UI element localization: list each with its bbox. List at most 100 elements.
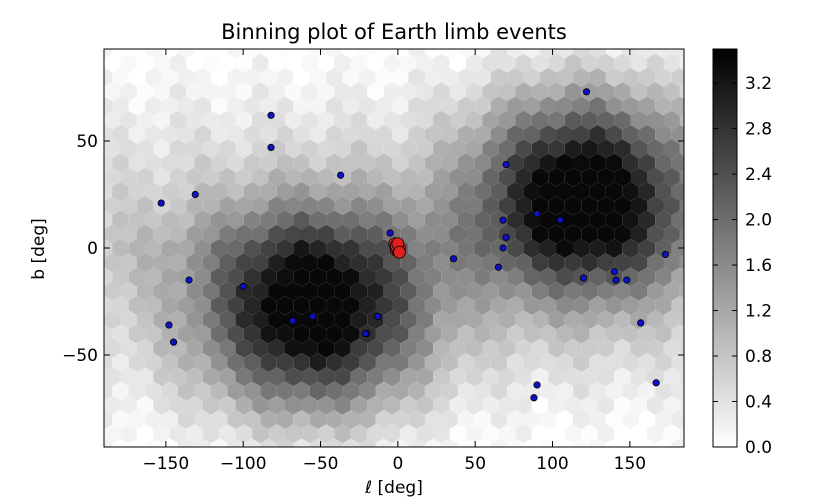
hexbin-cell xyxy=(490,125,508,144)
x-tick-label: −150 xyxy=(143,454,190,474)
hexbin-cell xyxy=(622,49,639,59)
hexbin-cell xyxy=(79,268,96,287)
hexbin-cell xyxy=(342,324,359,344)
hexbin-cell xyxy=(688,97,705,116)
hexbin-cell xyxy=(235,253,253,273)
hexbin-cell xyxy=(433,53,450,73)
hexbin-cell xyxy=(416,53,434,73)
hexbin-cell xyxy=(498,310,516,330)
hexbin-cell xyxy=(104,196,121,216)
hexbin-cell xyxy=(285,139,302,159)
hexbin-cell xyxy=(540,267,557,287)
plot-area xyxy=(79,48,705,472)
hexbin-cell xyxy=(120,82,137,102)
hexbin-cell xyxy=(260,68,277,87)
hexbin-cell xyxy=(581,424,598,444)
hexbin-cell xyxy=(211,438,228,447)
hexbin-cell xyxy=(630,253,647,273)
hexbin-cell xyxy=(104,281,121,301)
hexbin-cell xyxy=(79,410,96,429)
hexbin-cell xyxy=(112,49,129,59)
hexbin-cell xyxy=(589,239,606,258)
x-tick-label: 50 xyxy=(464,454,486,474)
hexbin-cell xyxy=(309,49,327,59)
hexbin-cell xyxy=(145,68,162,87)
hexbin-cell xyxy=(622,438,639,447)
hexbin-cell xyxy=(581,395,598,415)
hexbin-cell xyxy=(128,353,146,372)
hexbin-cell xyxy=(326,324,343,344)
hexbin-cell xyxy=(597,310,615,330)
hexbin-cell xyxy=(178,153,195,173)
scatter-point xyxy=(502,233,510,241)
x-axis-label: ℓ [deg] xyxy=(364,478,423,498)
hexbin-cell xyxy=(647,82,664,102)
hexbin-cell xyxy=(104,296,113,315)
hexbin-cell xyxy=(392,68,409,87)
hexbin-cell xyxy=(186,338,203,358)
hexbin-cell xyxy=(104,453,121,472)
hexbin-cell xyxy=(589,182,606,201)
hexbin-cell xyxy=(655,153,672,173)
hexbin-cell xyxy=(243,182,261,201)
hexbin-cell xyxy=(227,239,244,258)
hexbin-cell xyxy=(153,338,170,358)
hexbin-cell xyxy=(169,367,187,387)
hexbin-cell xyxy=(326,353,343,372)
hexbin-cell xyxy=(589,96,606,116)
hexbin-cell xyxy=(598,453,615,472)
hexbin-cell xyxy=(392,324,409,344)
hexbin-cell xyxy=(630,281,647,301)
hexbin-cell xyxy=(688,154,705,173)
scatter-point xyxy=(157,199,165,207)
hexbin-cell xyxy=(515,82,532,102)
hexbin-cell xyxy=(605,210,623,230)
hexbin-cell xyxy=(663,338,680,358)
hexbin-cell xyxy=(679,141,684,156)
hexbin-cell xyxy=(317,224,335,244)
hexbin-cell xyxy=(260,353,277,372)
hexbin-cell xyxy=(433,110,450,130)
hexbin-cell xyxy=(219,167,236,187)
hexbin-cell xyxy=(523,267,540,287)
hexbin-cell xyxy=(235,424,253,444)
y-axis-label: b [deg] xyxy=(29,218,49,280)
hexbin-cell xyxy=(112,182,129,201)
hexbin-cell xyxy=(301,139,318,159)
hexbin-cell xyxy=(515,424,532,444)
hexbin-cell xyxy=(605,381,623,401)
hexbin-cell xyxy=(474,353,491,372)
hexbin-cell xyxy=(194,267,211,287)
hexbin-cell xyxy=(293,438,310,447)
hexbin-cell xyxy=(334,53,351,73)
hexbin-layer xyxy=(79,49,705,472)
hexbin-cell xyxy=(293,68,310,87)
hexbin-cell xyxy=(647,310,664,330)
hexbin-cell xyxy=(671,68,684,87)
hexbin-cell xyxy=(334,110,351,130)
hexbin-cell xyxy=(367,53,384,73)
hexbin-cell xyxy=(400,82,417,102)
hexbin-cell xyxy=(663,424,680,444)
hexbin-cell xyxy=(392,96,409,116)
hexbin-cell xyxy=(614,196,631,216)
hexbin-cell xyxy=(688,211,705,230)
hexbin-cell xyxy=(104,167,121,187)
hexbin-cell xyxy=(564,224,582,244)
hexbin-cell xyxy=(367,224,384,244)
hexbin-cell xyxy=(243,49,261,59)
hexbin-cell xyxy=(301,424,318,444)
hexbin-cell xyxy=(688,182,705,201)
hexbin-cell xyxy=(202,367,220,387)
hexbin-cell xyxy=(680,453,697,472)
hexbin-cell xyxy=(169,395,187,415)
hexbin-cell xyxy=(622,96,639,116)
chart-title: Binning plot of Earth limb events xyxy=(221,20,567,44)
hexbin-cell xyxy=(647,53,664,73)
hexbin-cell xyxy=(515,167,532,187)
hexbin-cell xyxy=(211,182,228,201)
hexbin-cell xyxy=(647,453,664,472)
hexbin-cell xyxy=(540,68,557,87)
hexbin-cell xyxy=(178,239,195,258)
hexbin-cell xyxy=(317,167,335,187)
